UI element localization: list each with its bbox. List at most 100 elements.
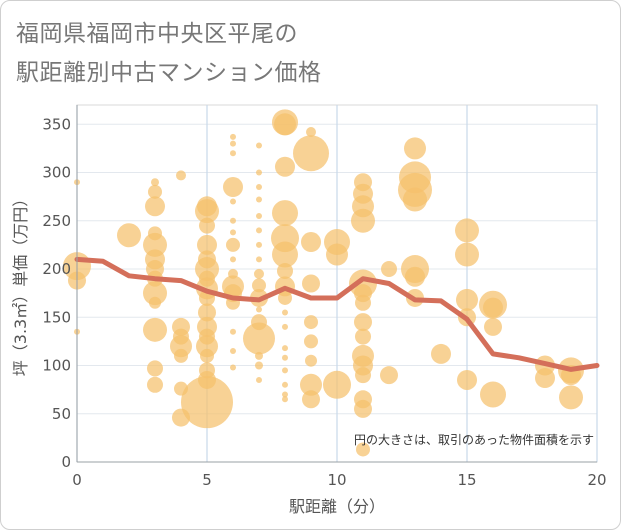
bubble-point bbox=[143, 317, 167, 342]
x-tick-label: 20 bbox=[587, 471, 606, 489]
bubble-point bbox=[282, 367, 288, 374]
bubble-point bbox=[151, 178, 159, 187]
bubble-point bbox=[181, 376, 233, 429]
bubble-point bbox=[282, 391, 288, 398]
bubble-point bbox=[381, 261, 397, 278]
bubble-point bbox=[282, 323, 288, 330]
bubble-point bbox=[302, 390, 320, 409]
bubble-point bbox=[355, 328, 371, 345]
bubble-point bbox=[230, 150, 236, 157]
bubble-point bbox=[147, 360, 163, 377]
x-tick-label: 10 bbox=[327, 471, 346, 489]
bubble-point bbox=[404, 137, 426, 160]
bubble-point bbox=[256, 241, 262, 248]
trend-line bbox=[74, 256, 600, 372]
bubble-point bbox=[230, 133, 236, 140]
bubble-point bbox=[305, 354, 317, 367]
x-tick-label: 0 bbox=[72, 471, 82, 489]
bubble-point bbox=[256, 142, 262, 149]
bubble-point bbox=[256, 212, 262, 219]
chart-title-line2: 駅距離別中古マンション価格 bbox=[16, 60, 322, 86]
bubble-point bbox=[356, 442, 370, 457]
bubble-point bbox=[351, 208, 375, 233]
y-axis-label: 坪（3.3㎡）単価（万円） bbox=[11, 191, 30, 376]
bubble-point bbox=[197, 234, 217, 255]
bubble-point bbox=[483, 297, 503, 318]
bubble-point bbox=[282, 396, 288, 403]
bubble-point bbox=[243, 322, 275, 355]
bubble-point bbox=[143, 232, 167, 257]
bubble-point bbox=[230, 217, 236, 224]
bubble-point bbox=[145, 196, 165, 217]
bubble-point bbox=[252, 278, 266, 293]
y-tick-label: 250 bbox=[42, 212, 71, 230]
bubble-point bbox=[254, 268, 264, 279]
bubble-point bbox=[293, 135, 329, 172]
bubble-point bbox=[301, 232, 321, 253]
bubble-point bbox=[455, 218, 479, 243]
bubble-point bbox=[149, 296, 161, 309]
bubble-point bbox=[256, 306, 262, 313]
bubble-point bbox=[195, 199, 219, 224]
bubble-point bbox=[277, 262, 293, 279]
bubble-point bbox=[455, 242, 479, 267]
bubble-point bbox=[456, 288, 478, 311]
bubble-point bbox=[256, 169, 262, 176]
bubble-point bbox=[431, 343, 451, 364]
bubble-point bbox=[304, 334, 318, 349]
bubble-point bbox=[199, 217, 215, 234]
bubble-point bbox=[117, 223, 141, 248]
bubble-point bbox=[484, 317, 502, 336]
bubble-point bbox=[255, 351, 263, 360]
bubble-point bbox=[176, 170, 186, 181]
y-tick-label: 350 bbox=[42, 115, 71, 133]
bubble-point bbox=[256, 256, 262, 263]
x-tick-label: 15 bbox=[457, 471, 476, 489]
bubble-point bbox=[282, 345, 288, 352]
bubble-point bbox=[226, 237, 240, 252]
bubble-point bbox=[300, 373, 322, 396]
bubble-point bbox=[272, 241, 298, 268]
bubble-point bbox=[256, 196, 262, 203]
bubble-point bbox=[306, 127, 316, 138]
bubble-point bbox=[256, 376, 262, 383]
bubble-point bbox=[535, 368, 555, 389]
bubble-point bbox=[304, 315, 318, 330]
bubble-point bbox=[302, 274, 320, 293]
bubble-point bbox=[230, 364, 236, 371]
bubble-point bbox=[174, 348, 188, 363]
bubble-point bbox=[198, 303, 216, 322]
bubble-point bbox=[223, 177, 243, 198]
x-axis-label: 駅距離（分） bbox=[289, 497, 385, 516]
bubble-point bbox=[282, 354, 288, 361]
chart-title-line1: 福岡県福岡市中央区平尾の bbox=[16, 21, 298, 47]
y-tick-label: 0 bbox=[61, 453, 71, 471]
bubble-point bbox=[355, 294, 371, 311]
bubble-point bbox=[272, 200, 298, 227]
y-tick-label: 100 bbox=[42, 357, 71, 375]
bubble-point bbox=[230, 328, 236, 335]
bubble-point bbox=[255, 361, 263, 370]
bubble-point bbox=[230, 256, 236, 263]
bubble-point bbox=[405, 266, 425, 287]
y-tick-label: 150 bbox=[42, 308, 71, 326]
bubble-point bbox=[355, 367, 371, 384]
bubble-point bbox=[143, 281, 167, 306]
bubble-point bbox=[275, 156, 295, 177]
axes: 0 50 100 150 200 250 300 350 0 5 10 15 20 bbox=[42, 105, 607, 489]
bubble-point bbox=[256, 184, 262, 191]
bubble-point bbox=[230, 348, 236, 355]
bubble-point bbox=[457, 369, 477, 390]
bubble-point bbox=[354, 399, 372, 418]
bubble-point bbox=[200, 348, 214, 363]
bubble-point bbox=[147, 376, 163, 393]
bubble-point bbox=[326, 243, 348, 266]
bubble-point bbox=[256, 227, 262, 234]
bubble-point bbox=[323, 370, 351, 399]
bubble-size-note: 円の大きさは、取引のあった物件面積を示す bbox=[354, 432, 594, 447]
bubble-point bbox=[230, 229, 236, 236]
bubble-point bbox=[278, 290, 292, 305]
bubble-point bbox=[282, 381, 288, 388]
x-tick-label: 5 bbox=[202, 471, 212, 489]
